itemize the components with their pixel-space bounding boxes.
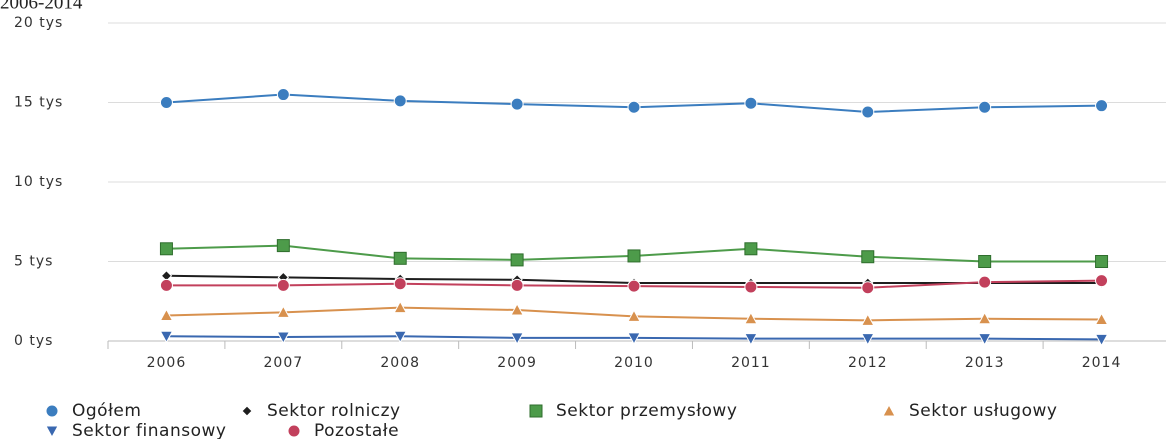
data-point — [627, 100, 641, 114]
data-point — [510, 278, 524, 292]
data-point — [978, 255, 992, 268]
x-tick-label: 2014 — [1082, 355, 1122, 371]
x-tick-label: 2008 — [380, 355, 420, 371]
data-point — [393, 300, 408, 314]
data-point — [276, 239, 290, 253]
data-point — [744, 242, 758, 256]
legend-marker — [882, 403, 896, 417]
legend-label: Sektor przemysłowy — [556, 401, 737, 421]
legend-marker — [241, 405, 253, 417]
legend-label: Sektor rolniczy — [267, 401, 401, 421]
data-point — [510, 253, 524, 267]
chart-title: 2006-2014 — [0, 0, 83, 13]
data-point — [276, 331, 291, 345]
data-point — [159, 96, 173, 109]
legend-label: Sektor usługowy — [909, 401, 1057, 421]
data-point — [744, 96, 758, 110]
x-tick-label: 2013 — [965, 355, 1005, 371]
data-point — [393, 330, 408, 344]
data-point — [860, 333, 875, 346]
data-point — [860, 313, 875, 326]
data-point — [744, 333, 758, 346]
y-tick-label: 10 tys — [14, 174, 63, 190]
data-point — [861, 250, 875, 264]
x-tick-label: 2010 — [614, 355, 654, 371]
y-tick-label: 5 tys — [14, 254, 53, 270]
x-tick-label: 2012 — [848, 355, 888, 371]
data-point — [1095, 99, 1109, 113]
data-point — [1095, 255, 1109, 268]
data-point — [744, 280, 758, 294]
legend-label: Sektor finansowy — [72, 421, 226, 439]
data-point — [276, 88, 290, 102]
y-tick-label: 20 tys — [14, 15, 63, 31]
data-point — [159, 278, 173, 292]
data-point — [393, 94, 407, 108]
data-point — [744, 311, 758, 325]
data-point — [510, 302, 524, 316]
legend-marker — [45, 404, 59, 418]
data-point — [978, 100, 992, 114]
data-point — [1094, 333, 1109, 347]
data-point — [159, 330, 174, 344]
data-point — [1095, 274, 1109, 288]
data-point — [276, 305, 291, 318]
data-point — [627, 249, 641, 263]
data-point — [510, 97, 524, 111]
legend-marker — [287, 424, 301, 438]
data-point — [159, 242, 173, 256]
data-point — [861, 281, 875, 295]
y-tick-label: 0 tys — [14, 333, 53, 349]
data-point — [393, 277, 407, 291]
legend-marker — [529, 404, 543, 418]
data-point — [627, 332, 641, 345]
legend-label: Pozostałe — [314, 421, 399, 439]
data-point — [977, 333, 992, 346]
data-point — [159, 308, 174, 322]
data-point — [978, 275, 992, 289]
x-tick-label: 2009 — [497, 355, 537, 371]
data-point — [977, 311, 992, 325]
data-point — [861, 105, 875, 119]
data-point — [1094, 312, 1109, 326]
legend-marker — [45, 425, 59, 439]
data-point — [510, 332, 524, 345]
y-tick-label: 15 tys — [14, 95, 63, 111]
data-point — [627, 309, 641, 322]
data-point — [393, 251, 407, 265]
data-point — [276, 278, 290, 292]
x-tick-label: 2007 — [264, 355, 304, 371]
legend-label: Ogółem — [72, 401, 141, 421]
x-tick-label: 2006 — [147, 355, 187, 371]
x-tick-label: 2011 — [731, 355, 771, 371]
data-point — [627, 279, 641, 293]
